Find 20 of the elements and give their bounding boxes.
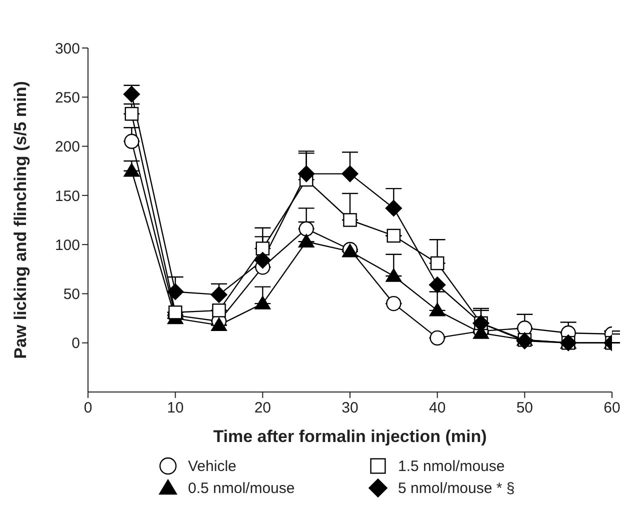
x-tick-label: 20: [254, 400, 272, 417]
y-tick-label: 300: [54, 40, 80, 58]
x-tick-label: 60: [604, 400, 620, 417]
y-tick-label: 150: [54, 188, 80, 205]
x-tick-label: 0: [84, 400, 92, 417]
x-tick-label: 10: [166, 400, 184, 417]
x-tick-label: 30: [342, 400, 358, 417]
y-tick-label: 50: [63, 286, 80, 304]
legend-label: 5 nmol/mouse * §: [398, 480, 515, 496]
y-tick-label: 250: [54, 89, 80, 106]
y-axis-title: Paw licking and flinching (s/5 min): [11, 81, 30, 359]
y-tick-label: 0: [72, 335, 80, 352]
x-tick-label: 40: [428, 400, 446, 417]
x-axis-title: Time after formalin injection (min): [213, 427, 487, 446]
y-tick-label: 200: [54, 138, 80, 156]
legend-label: 1.5 nmol/mouse: [398, 458, 505, 474]
y-tick-label: 100: [54, 236, 80, 254]
x-tick-label: 50: [516, 400, 534, 417]
legend-label: 0.5 nmol/mouse: [188, 480, 295, 496]
legend-label: Vehicle: [188, 458, 236, 474]
